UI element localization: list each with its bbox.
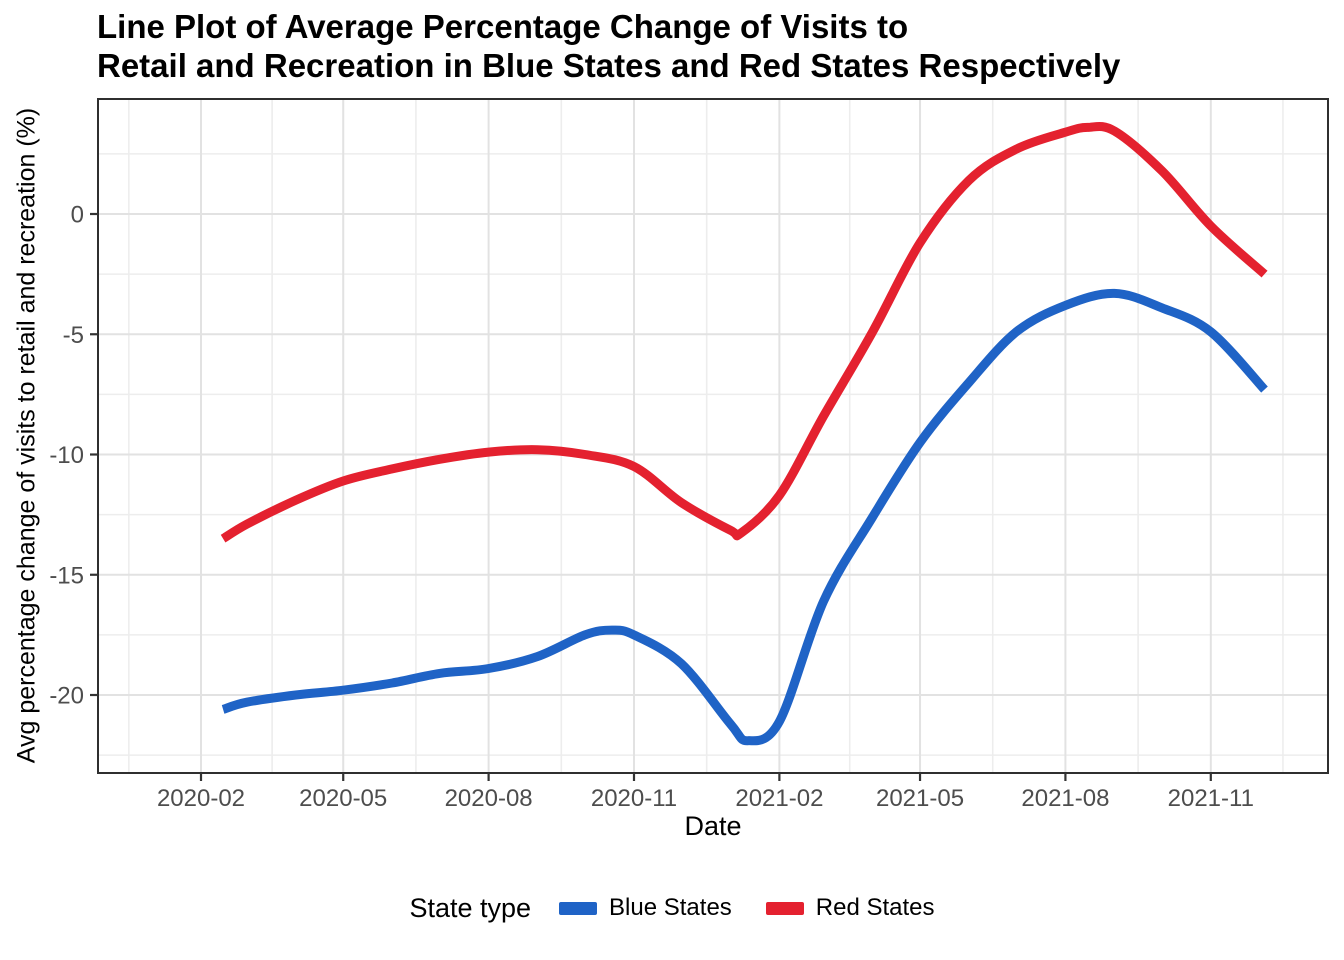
- red-states-line: [220, 121, 1268, 543]
- legend: State type Blue States Red States: [0, 888, 1344, 928]
- red-states-key-swatch: [765, 901, 804, 915]
- chart-title-line1: Line Plot of Average Percentage Change o…: [97, 8, 909, 45]
- y-tick-label: -20: [49, 683, 84, 710]
- x-tick-label: 2020-02: [157, 785, 245, 812]
- x-tick-label: 2020-11: [591, 785, 677, 812]
- x-tick-label: 2021-05: [876, 785, 964, 812]
- x-tick-label: 2020-05: [299, 785, 387, 812]
- x-tick-label: 2020-08: [445, 785, 533, 812]
- x-tick-label: 2021-11: [1168, 785, 1254, 812]
- chart-title-line2: Retail and Recreation in Blue States and…: [97, 47, 1121, 84]
- y-axis-title: Avg percentage change of visits to retai…: [12, 107, 41, 764]
- x-tick-label: 2021-02: [735, 785, 823, 812]
- blue-states-line: [221, 288, 1268, 746]
- blue-states-key-swatch: [559, 901, 598, 915]
- y-tick-label: -5: [63, 322, 84, 349]
- chart-title: Line Plot of Average Percentage Change o…: [97, 7, 1120, 85]
- legend-title: State type: [409, 892, 532, 923]
- y-tick-label: -10: [49, 442, 84, 469]
- x-axis-title: Date: [684, 811, 742, 841]
- panel-border: [97, 98, 1329, 774]
- legend-item-red-states: Red States: [765, 894, 935, 922]
- legend-label-red-states: Red States: [815, 894, 935, 921]
- legend-item-blue-states: Blue States: [559, 894, 732, 922]
- legend-label-blue-states: Blue States: [609, 894, 732, 921]
- x-tick-label: 2021-08: [1021, 785, 1109, 812]
- y-tick-label: 0: [71, 202, 84, 229]
- y-tick-label: -15: [49, 562, 84, 589]
